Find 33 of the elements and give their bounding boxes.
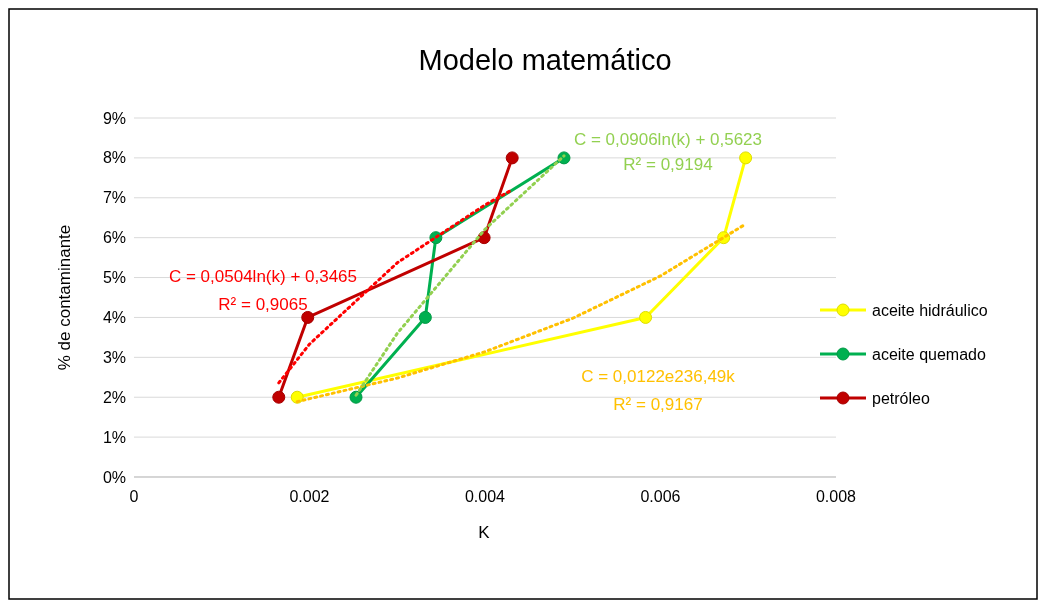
legend-label: aceite hidráulico — [872, 301, 988, 319]
y-tick-label: 5% — [102, 269, 126, 287]
annotation: C = 0,0122e236,49k — [581, 366, 736, 386]
x-tick-label: 0.006 — [640, 488, 681, 505]
legend-label: petróleo — [872, 389, 930, 407]
x-tick-label: 0.002 — [289, 488, 330, 505]
annotation: C = 0,0504ln(k) + 0,3465 — [168, 266, 358, 286]
point — [505, 151, 519, 165]
y-tick-label: 8% — [102, 149, 126, 167]
legend-label: aceite quemado — [872, 345, 986, 363]
y-tick-label: 6% — [102, 229, 126, 247]
annotation: C = 0,0906ln(k) + 0,5623 — [573, 129, 763, 149]
x-tick-label: 0 — [129, 488, 139, 505]
y-tick-label: 9% — [102, 109, 126, 127]
y-tick-label: 2% — [102, 388, 126, 406]
point — [301, 310, 315, 324]
x-tick-label: 0.008 — [815, 488, 857, 505]
annotation: R² = 0,9065 — [218, 294, 308, 314]
annotation: R² = 0,9194 — [623, 154, 713, 174]
y-axis-title: % de contaminante — [55, 224, 74, 371]
chart-title: Modelo matemático — [418, 44, 672, 76]
y-tick-label: 0% — [102, 468, 126, 486]
point — [272, 390, 286, 404]
point — [639, 310, 653, 324]
y-tick-label: 7% — [102, 189, 126, 207]
y-tick-label: 1% — [102, 428, 126, 446]
annotation: R² = 0,9167 — [613, 394, 703, 414]
x-axis-title: K — [478, 523, 491, 542]
point — [418, 310, 432, 324]
y-tick-label: 3% — [102, 348, 126, 366]
y-tick-label: 4% — [102, 309, 126, 327]
point — [739, 151, 753, 165]
x-tick-label: 0.004 — [464, 488, 506, 505]
